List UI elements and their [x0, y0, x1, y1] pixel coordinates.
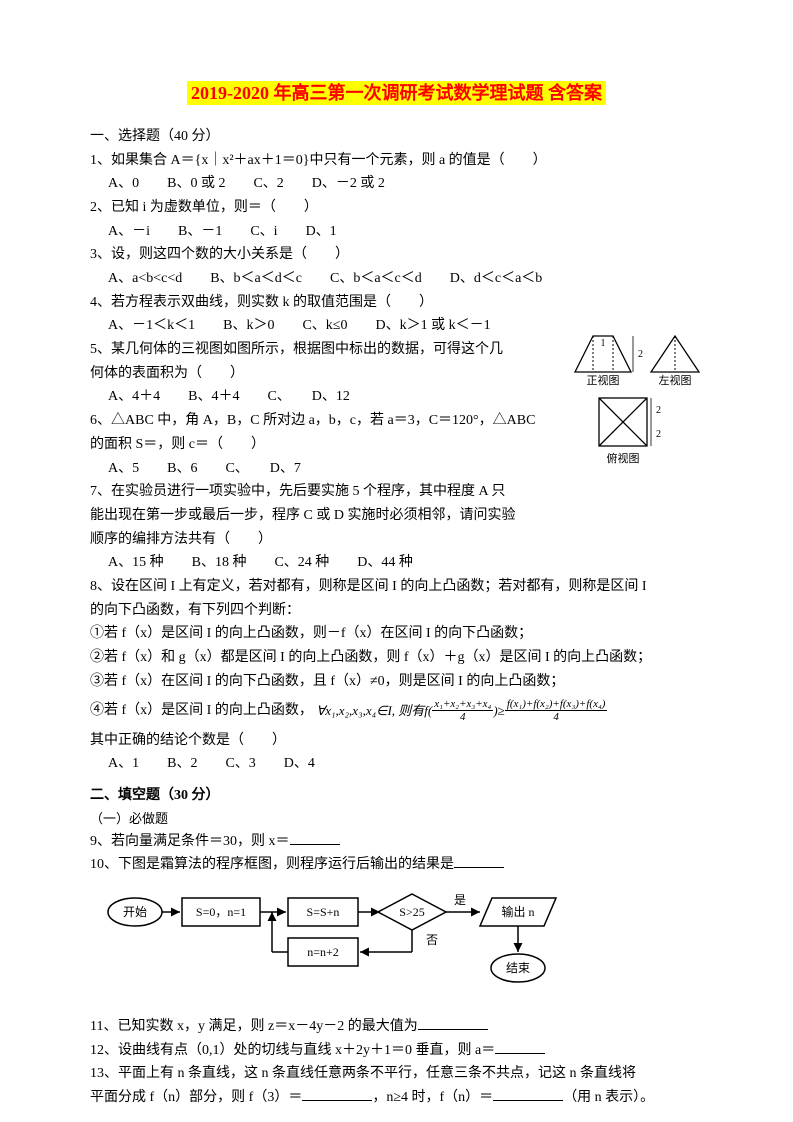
fc-accum: S=S+n	[307, 905, 340, 919]
q13b-blank2	[493, 1087, 563, 1101]
front-label: 正视图	[587, 373, 620, 387]
dim-2: 2	[638, 349, 643, 360]
q4-stem: 4、若方程表示双曲线，则实数 k 的取值范围是（ ）	[90, 292, 703, 314]
flowchart: 开始 S=0，n=1 S=S+n S>25 是 输出 n 否 n=n+2 结束	[100, 882, 703, 1010]
side-label: 左视图	[659, 373, 692, 387]
dim-2c: 2	[656, 429, 661, 440]
q8-p4: ④若 f（x）是区间 I 的向上凸函数， ∀x₁,x₂,x₃,x₄∈I, 则有f…	[90, 698, 703, 723]
formula-prefix: ∀x₁,x₂,x₃,x₄∈I, 则有f(	[316, 701, 432, 721]
q3-stem: 3、设，则这四个数的大小关系是（ ）	[90, 244, 703, 266]
fc-start: 开始	[123, 905, 147, 919]
q12-blank	[495, 1040, 545, 1054]
q8-stem2: 的向下凸函数，有下列四个判断：	[90, 600, 703, 622]
q13a: 13、平面上有 n 条直线，这 n 条直线任意两条不平行，任意三条不共点，记这 …	[90, 1063, 703, 1085]
page-title: 2019-2020 年高三第一次调研考试数学理试题 含答案	[90, 80, 703, 108]
q2-stem: 2、已知 i 为虚数单位，则＝（ ）	[90, 197, 703, 219]
q9-blank	[290, 831, 340, 845]
fc-init: S=0，n=1	[196, 905, 246, 919]
q1-stem: 1、如果集合 A＝{x｜x²＋ax＋1＝0}中只有一个元素，则 a 的值是（ ）	[90, 150, 703, 172]
q7-stem1: 7、在实验员进行一项实验中，先后要实施 5 个程序，其中程度 A 只	[90, 481, 703, 503]
q8-p1: ①若 f（x）是区间 I 的向上凸函数，则－f（x）在区间 I 的向下凸函数；	[90, 623, 703, 645]
q9: 9、若向量满足条件＝30，则 x＝	[90, 831, 703, 853]
q1-opts: A、0 B、0 或 2 C、2 D、－2 或 2	[90, 173, 703, 195]
q13b-suf: （用 n 表示）。	[563, 1090, 654, 1105]
formula-num2: f(x₁)+f(x₂)+f(x₃)+f(x₄)	[505, 698, 608, 711]
q12-text: 12、设曲线有点（0,1）处的切线与直线 x＋2y＋1＝0 垂直，则 a＝	[90, 1043, 495, 1058]
formula-num1: x₁+x₂+x₃+x₄	[432, 698, 493, 711]
formula-den1: 4	[460, 711, 466, 723]
q8-formula: ∀x₁,x₂,x₃,x₄∈I, 则有f( x₁+x₂+x₃+x₄ 4 )≥ f(…	[316, 698, 607, 723]
q8-tail: 其中正确的结论个数是（ ）	[90, 730, 703, 752]
q9-text: 9、若向量满足条件＝30，则 x＝	[90, 834, 290, 849]
fc-step: n=n+2	[307, 945, 339, 959]
q10-text: 10、下图是霜算法的程序框图，则程序运行后输出的结果是	[90, 857, 454, 872]
section1-heading: 一、选择题（40 分）	[90, 126, 703, 148]
q7-stem3: 顺序的编排方法共有（ ）	[90, 529, 703, 551]
fc-end: 结束	[506, 961, 530, 975]
q13b-blank1	[302, 1087, 372, 1101]
q8-p4-prefix: ④若 f（x）是区间 I 的向上凸函数，	[90, 703, 313, 718]
dim-1: 1	[601, 338, 606, 349]
q12: 12、设曲线有点（0,1）处的切线与直线 x＋2y＋1＝0 垂直，则 a＝	[90, 1040, 703, 1062]
title-highlight: 2019-2020 年高三第一次调研考试数学理试题 含答案	[187, 81, 606, 105]
q11: 11、已知实数 x，y 满足，则 z＝x－4y－2 的最大值为	[90, 1016, 703, 1038]
fc-yes: 是	[454, 893, 466, 907]
q7-stem2: 能出现在第一步或最后一步，程序 C 或 D 实施时必须相邻，请问实验	[90, 505, 703, 527]
q8-stem1: 8、设在区间 I 上有定义，若对都有，则称是区间 I 的向上凸函数；若对都有，则…	[90, 576, 703, 598]
flowchart-svg: 开始 S=0，n=1 S=S+n S>25 是 输出 n 否 n=n+2 结束	[100, 882, 570, 1002]
top-label: 俯视图	[607, 451, 640, 465]
q13b: 平面分成 f（n）部分，则 f（3）＝ ，n≥4 时，f（n）＝ （用 n 表示）。	[90, 1087, 703, 1109]
fc-no: 否	[426, 933, 438, 947]
q8-p2: ②若 f（x）和 g（x）都是区间 I 的向上凸函数，则 f（x）＋g（x）是区…	[90, 647, 703, 669]
dim-2b: 2	[656, 405, 661, 416]
q11-blank	[418, 1016, 488, 1030]
q3-opts: A、a<b<c<d B、b＜a＜d＜c C、b＜a＜c＜d D、d＜c＜a＜b	[90, 268, 703, 290]
q7-opts: A、15 种 B、18 种 C、24 种 D、44 种	[90, 552, 703, 574]
q10: 10、下图是霜算法的程序框图，则程序运行后输出的结果是	[90, 854, 703, 876]
formula-mid: )≥	[493, 701, 504, 721]
q8-p3: ③若 f（x）在区间 I 的向下凸函数，且 f（x）≠0，则是区间 I 的向上凸…	[90, 671, 703, 693]
section2-heading: 二、填空题（30 分）	[90, 785, 703, 807]
fc-cond: S>25	[399, 905, 424, 919]
q11-text: 11、已知实数 x，y 满足，则 z＝x－4y－2 的最大值为	[90, 1019, 418, 1034]
formula-den2: 4	[553, 711, 559, 723]
q13b-mid: ，n≥4 时，f（n）＝	[372, 1090, 493, 1105]
q10-blank	[454, 854, 504, 868]
q2-opts: A、－i B、－1 C、i D、1	[90, 221, 703, 243]
section2-sub: （一）必做题	[90, 809, 703, 829]
fc-out: 输出 n	[501, 904, 534, 919]
q13b-pre: 平面分成 f（n）部分，则 f（3）＝	[90, 1090, 302, 1105]
three-view-figures: 1 2 正视图 左视图 2 2 俯视图	[571, 328, 701, 467]
q8-opts: A、1 B、2 C、3 D、4	[90, 753, 703, 775]
front-side-views-svg: 1 2 正视图 左视图	[571, 328, 701, 388]
top-view-svg: 2 2 俯视图	[591, 392, 681, 467]
